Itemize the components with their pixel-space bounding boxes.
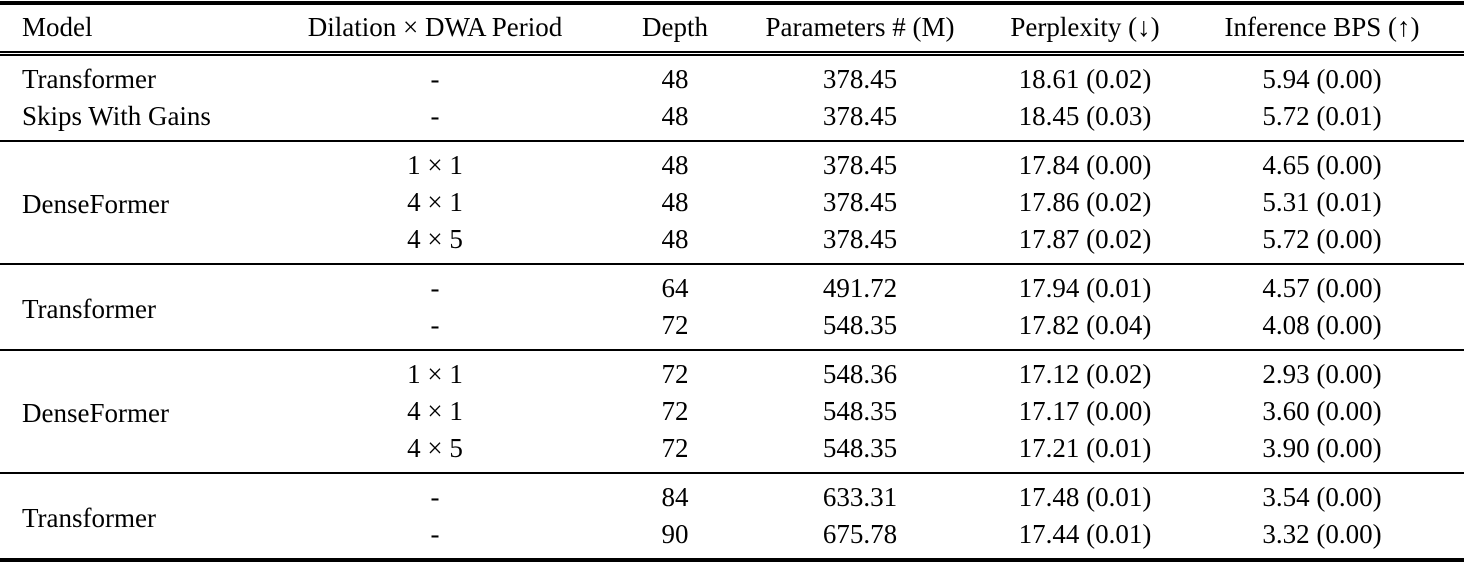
cell-inference-bps: 4.65 (0.00)	[1262, 149, 1382, 180]
cell-dilation-dwa-period: -	[430, 309, 440, 340]
cell-model: DenseFormer	[22, 189, 169, 220]
table-group-4: Transformer - 84 633.31 17.48 (0.01) 3.54 (0.…	[0, 473, 1464, 560]
table-row: Skips With Gains - 48 378.45 18.45 (0.03) 5.7…	[0, 98, 1464, 141]
cell-perplexity: 17.84 (0.00)	[1018, 149, 1152, 180]
cell-dilation-dwa-period: 4 × 1	[407, 395, 463, 426]
cell-inference-bps: 5.72 (0.00)	[1262, 223, 1382, 254]
cell-perplexity: 18.45 (0.03)	[1018, 100, 1152, 131]
cell-depth: 48	[661, 63, 689, 94]
cell-depth: 48	[661, 186, 689, 217]
cell-depth: 72	[661, 432, 689, 463]
cell-perplexity: 17.21 (0.01)	[1018, 432, 1152, 463]
cell-perplexity: 17.94 (0.01)	[1018, 272, 1152, 303]
column-header-perplexity: Perplexity (↓)	[990, 3, 1180, 56]
cell-inference-bps: 4.08 (0.00)	[1262, 309, 1382, 340]
table-row: Transformer - 64 491.72 17.94 (0.01) 4.57 (0.…	[0, 264, 1464, 324]
cell-model: Skips With Gains	[22, 100, 211, 131]
cell-depth: 48	[661, 100, 689, 131]
cell-dilation-dwa-period: -	[430, 63, 440, 94]
cell-depth: 64	[661, 272, 689, 303]
cell-parameters: 675.78	[822, 518, 898, 549]
cell-dilation-dwa-period: -	[430, 100, 440, 131]
column-header-dilation_dwa_period: Dilation × DWA Period	[250, 3, 620, 56]
cell-dilation-dwa-period: 4 × 5	[407, 432, 463, 463]
column-header-inference_bps: Inference BPS (↑)	[1180, 3, 1464, 56]
cell-parameters: 491.72	[822, 272, 898, 303]
table-row: Transformer - 84 633.31 17.48 (0.01) 3.54 (0.…	[0, 473, 1464, 533]
cell-parameters: 378.45	[822, 63, 898, 94]
cell-depth: 72	[661, 309, 689, 340]
cell-depth: 84	[661, 481, 689, 512]
cell-inference-bps: 5.72 (0.01)	[1262, 100, 1382, 131]
table-row: DenseFormer 1 × 1 72 548.36 17.12 (0.02) 2.93…	[0, 350, 1464, 428]
cell-depth: 90	[661, 518, 689, 549]
table-header: Model Dilation × DWA Period Depth Parameter…	[0, 3, 1464, 56]
table-group-2: Transformer - 64 491.72 17.94 (0.01) 4.57 (0.…	[0, 264, 1464, 350]
cell-perplexity: 17.87 (0.02)	[1018, 223, 1152, 254]
cell-inference-bps: 5.31 (0.01)	[1262, 186, 1382, 217]
cell-perplexity: 17.86 (0.02)	[1018, 186, 1152, 217]
cell-inference-bps: 3.60 (0.00)	[1262, 395, 1382, 426]
cell-dilation-dwa-period: -	[430, 518, 440, 549]
cell-inference-bps: 5.94 (0.00)	[1262, 63, 1382, 94]
cell-inference-bps: 3.54 (0.00)	[1262, 481, 1382, 512]
cell-perplexity: 18.61 (0.02)	[1018, 63, 1152, 94]
cell-inference-bps: 3.90 (0.00)	[1262, 432, 1382, 463]
cell-parameters: 548.36	[822, 358, 898, 389]
table-row: - 72 548.35 17.82 (0.04) 4.08 (0.00)	[0, 307, 1464, 350]
cell-inference-bps: 2.93 (0.00)	[1262, 358, 1382, 389]
table-group-1: DenseFormer 1 × 1 48 378.45 17.84 (0.00) 4.65…	[0, 141, 1464, 264]
table-group-0: Transformer - 48 378.45 18.61 (0.02) 5.94 (0.…	[0, 54, 1464, 142]
table-group-3: DenseFormer 1 × 1 72 548.36 17.12 (0.02) 2.93…	[0, 350, 1464, 473]
cell-perplexity: 17.17 (0.00)	[1018, 395, 1152, 426]
cell-dilation-dwa-period: 4 × 5	[407, 223, 463, 254]
cell-perplexity: 17.12 (0.02)	[1018, 358, 1152, 389]
column-header-model: Model	[0, 3, 250, 56]
cell-model: Transformer	[22, 63, 156, 94]
cell-depth: 48	[661, 223, 689, 254]
cell-depth: 72	[661, 358, 689, 389]
cell-parameters: 548.35	[822, 432, 898, 463]
table-header-row: Model Dilation × DWA Period Depth Parameter…	[0, 3, 1464, 56]
table-row: 4 × 1 48 378.45 17.86 (0.02) 5.31 (0.01)	[0, 184, 1464, 221]
cell-perplexity: 17.44 (0.01)	[1018, 518, 1152, 549]
cell-inference-bps: 4.57 (0.00)	[1262, 272, 1382, 303]
cell-dilation-dwa-period: 1 × 1	[407, 149, 463, 180]
cell-parameters: 548.35	[822, 309, 898, 340]
cell-inference-bps: 3.32 (0.00)	[1262, 518, 1382, 549]
cell-dilation-dwa-period: 4 × 1	[407, 186, 463, 217]
cell-depth: 48	[661, 149, 689, 180]
cell-model: Transformer	[22, 502, 156, 533]
cell-parameters: 378.45	[822, 149, 898, 180]
cell-perplexity: 17.82 (0.04)	[1018, 309, 1152, 340]
cell-parameters: 378.45	[822, 223, 898, 254]
cell-depth: 72	[661, 395, 689, 426]
cell-parameters: 548.35	[822, 395, 898, 426]
cell-model: Transformer	[22, 293, 156, 324]
table-row: 4 × 1 72 548.35 17.17 (0.00) 3.60 (0.00)	[0, 393, 1464, 430]
table-row: - 90 675.78 17.44 (0.01) 3.32 (0.00)	[0, 516, 1464, 560]
cell-dilation-dwa-period: -	[430, 272, 440, 303]
table-row: DenseFormer 1 × 1 48 378.45 17.84 (0.00) 4.65…	[0, 141, 1464, 219]
table-row: 4 × 5 72 548.35 17.21 (0.01) 3.90 (0.00)	[0, 430, 1464, 473]
column-header-depth: Depth	[620, 3, 730, 56]
cell-parameters: 378.45	[822, 100, 898, 131]
column-header-parameters_m: Parameters # (M)	[730, 3, 990, 56]
table-row: Transformer - 48 378.45 18.61 (0.02) 5.94 (0.…	[0, 54, 1464, 99]
cell-dilation-dwa-period: 1 × 1	[407, 358, 463, 389]
cell-parameters: 378.45	[822, 186, 898, 217]
cell-model: DenseFormer	[22, 398, 169, 429]
cell-dilation-dwa-period: -	[430, 481, 440, 512]
cell-parameters: 633.31	[822, 481, 898, 512]
cell-perplexity: 17.48 (0.01)	[1018, 481, 1152, 512]
table-row: 4 × 5 48 378.45 17.87 (0.02) 5.72 (0.00)	[0, 221, 1464, 264]
